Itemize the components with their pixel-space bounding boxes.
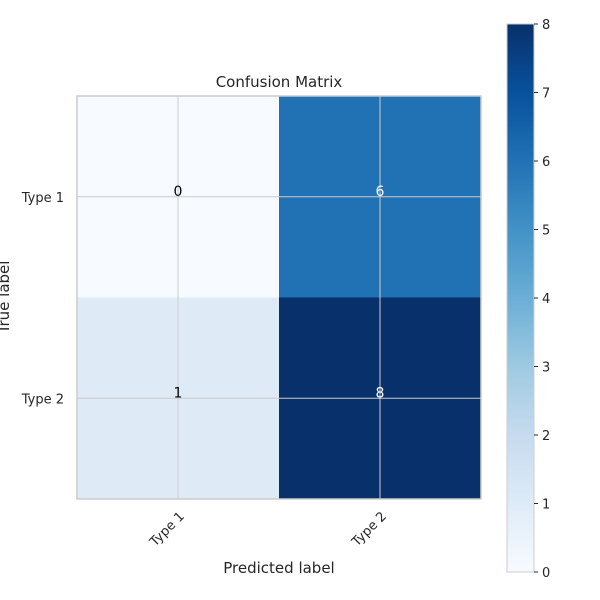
colorbar-tick-label: 4 — [542, 292, 550, 307]
colorbar-tick-label: 6 — [542, 155, 550, 170]
colorbar-tick-label: 3 — [542, 361, 550, 376]
cell-value-label: 6 — [376, 184, 385, 200]
x-tick-labels: Type 1 Type 2 — [147, 509, 390, 550]
colorbar-tick-label: 1 — [542, 498, 550, 513]
chart-title: Confusion Matrix — [216, 73, 343, 91]
x-tick-label: Type 2 — [349, 509, 390, 550]
colorbar-tick-label: 5 — [542, 224, 550, 239]
colorbar-tick-label: 8 — [542, 18, 550, 33]
y-tick-labels: Type 1 Type 2 — [21, 191, 64, 408]
cell-value-labels: 0 6 1 8 — [174, 184, 385, 402]
plot-frame — [76, 95, 482, 500]
colorbar-tick-label: 0 — [542, 566, 550, 581]
y-tick-label: Type 2 — [21, 392, 64, 407]
x-axis-label: Predicted label — [223, 559, 334, 577]
cell-value-label: 8 — [376, 385, 385, 401]
cell-value-label: 1 — [174, 385, 183, 401]
cell-value-label: 0 — [174, 184, 183, 200]
grid-lines — [77, 96, 481, 499]
x-tick-label: Type 1 — [147, 509, 188, 550]
y-axis-label: True label — [0, 261, 13, 335]
colorbar-ticks: 0 1 2 3 4 5 6 7 8 — [534, 18, 550, 581]
y-tick-label: Type 1 — [21, 191, 64, 206]
colorbar — [506, 23, 535, 573]
colorbar-tick-label: 7 — [542, 87, 550, 102]
heatmap-cells — [77, 96, 481, 499]
colorbar-tick-label: 2 — [542, 429, 550, 444]
